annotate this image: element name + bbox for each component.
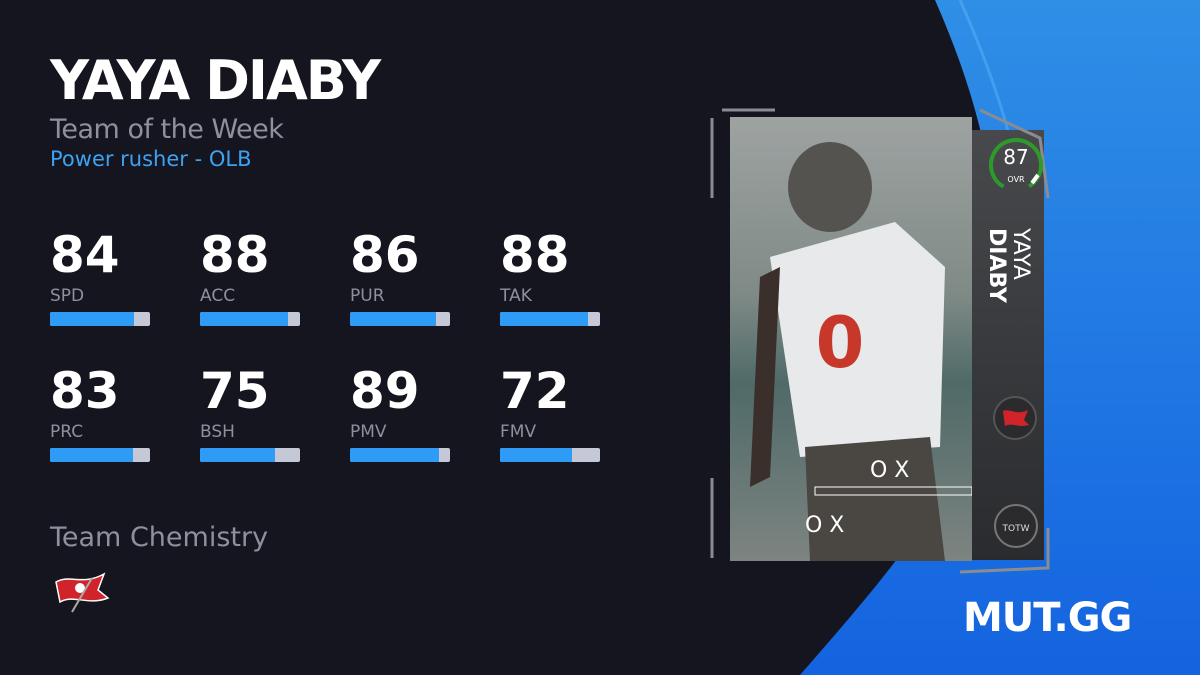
stat-value: 88 [500,226,570,284]
stat-label: TAK [500,286,532,306]
team-chemistry-label: Team Chemistry [50,522,269,553]
stat-label: PUR [350,286,385,306]
stat-label: FMV [500,422,537,442]
stat-bar-fill [500,312,588,326]
card-vertical-name: YAYA DIABY [984,228,1033,303]
svg-text:TOTW: TOTW [1002,524,1030,534]
stat-pmv: 89 PMV [350,364,450,462]
overall-label: OVR [1007,175,1025,184]
stat-bar [50,448,150,462]
stat-bar-fill [200,312,288,326]
stat-bar-fill [50,448,133,462]
stat-label: PRC [50,422,84,442]
buccaneers-flag-icon[interactable] [52,568,112,618]
stat-bar [350,448,450,462]
stat-bar [350,312,450,326]
stat-bar [200,312,300,326]
card-last-name: DIABY [984,228,1009,303]
stat-value: 72 [500,362,570,420]
stat-label: PMV [350,422,387,442]
overall-rating: 87 OVR [988,137,1044,193]
stat-label: SPD [50,286,85,306]
stat-value: 83 [50,362,120,420]
stat-bar [500,312,600,326]
player-name: YAYA DIABY [50,49,381,112]
stat-bar-fill [200,448,275,462]
stat-label: ACC [200,286,236,306]
stat-label: BSH [200,422,235,442]
player-photo: 0 O X O X [730,117,973,561]
stat-fmv: 72 FMV [500,364,600,462]
card-first-name: YAYA [1008,228,1033,280]
stat-value: 86 [350,226,420,284]
stat-spd: 84 SPD [50,228,150,326]
svg-text:O X: O X [805,513,844,538]
card-side-panel [972,130,1044,560]
stat-value: 89 [350,362,420,420]
card-frame: TOTW [710,108,1050,574]
stat-bar-fill [350,312,436,326]
stat-bar [500,448,600,462]
program-name: Team of the Week [50,114,284,145]
overall-value: 87 [1003,145,1029,169]
stat-tak: 88 TAK [500,228,600,326]
stat-bar-fill [50,312,134,326]
svg-text:0: 0 [816,302,865,384]
stat-bar-fill [500,448,572,462]
stat-bar-fill [350,448,439,462]
archetype-position: Power rusher - OLB [50,147,252,171]
mutgg-logo[interactable]: MUT.GG [963,595,1132,641]
stat-pur: 86 PUR [350,228,450,326]
stat-bsh: 75 BSH [200,364,300,462]
stat-bar [50,312,150,326]
stat-value: 84 [50,226,120,284]
stat-value: 75 [200,362,270,420]
stat-value: 88 [200,226,270,284]
stat-acc: 88 ACC [200,228,300,326]
stat-bar [200,448,300,462]
stat-prc: 83 PRC [50,364,150,462]
svg-text:O X: O X [870,458,909,483]
